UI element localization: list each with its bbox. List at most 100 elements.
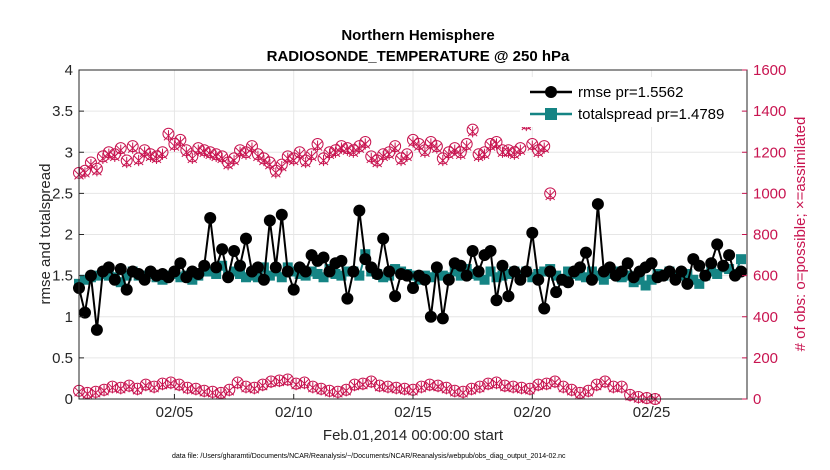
obs-assimilated-point bbox=[374, 381, 385, 393]
obs-assimilated-point bbox=[566, 385, 577, 397]
totalspread-point bbox=[276, 272, 287, 283]
obs-assimilated-point bbox=[169, 140, 180, 152]
rmse-point bbox=[705, 257, 718, 270]
obs-assimilated-point bbox=[441, 383, 452, 395]
obs-assimilated-point bbox=[591, 380, 602, 392]
rmse-point bbox=[675, 265, 688, 278]
obs-assimilated-point bbox=[174, 380, 185, 392]
obs-assimilated-point bbox=[199, 146, 210, 158]
rmse-point bbox=[389, 290, 402, 303]
obs-assimilated-point bbox=[330, 146, 341, 158]
right-tick-label: 0 bbox=[753, 391, 761, 408]
obs-assimilated-point bbox=[391, 383, 402, 395]
totalspread-point bbox=[354, 270, 365, 281]
obs-assimilated-point bbox=[247, 142, 257, 154]
obs-assimilated-point bbox=[157, 148, 168, 160]
obs-assimilated-point bbox=[259, 154, 269, 167]
obs-assimilated-point bbox=[224, 385, 235, 397]
totalspread-point bbox=[497, 270, 508, 281]
rmse-point bbox=[532, 273, 545, 286]
obs-assimilated-point bbox=[163, 130, 174, 142]
rmse-point bbox=[526, 226, 539, 239]
obs-assimilated-point bbox=[509, 148, 520, 160]
right-tick-label: 200 bbox=[753, 350, 778, 367]
obs-assimilated-point bbox=[127, 142, 138, 154]
obs-assimilated-point bbox=[533, 146, 544, 158]
left-tick-label: 0 bbox=[65, 391, 73, 408]
obs-assimilated-point bbox=[491, 377, 502, 390]
rmse-point bbox=[699, 269, 712, 282]
obs-assimilated-point bbox=[235, 146, 245, 158]
legend-rmse-marker bbox=[545, 86, 557, 98]
rmse-point bbox=[591, 198, 604, 211]
y-axis-label-left: rmse and totalspread bbox=[37, 164, 54, 305]
rmse-point bbox=[102, 261, 115, 274]
x-axis-ticks: 02/05 02/10 02/15 02/20 02/25 bbox=[156, 394, 670, 421]
series-rmse bbox=[73, 198, 748, 336]
rmse-point bbox=[436, 312, 449, 325]
rmse-point bbox=[579, 246, 592, 259]
obs-assimilated-point bbox=[420, 146, 430, 158]
legend-totalspread-marker bbox=[545, 108, 557, 120]
obs-assimilated-point bbox=[408, 136, 418, 148]
obs-assimilated-point bbox=[92, 165, 102, 177]
totalspread-point bbox=[115, 277, 126, 288]
obs-assimilated-point bbox=[276, 161, 287, 173]
legend: rmse pr=1.5562 totalspread pr=1.4789 bbox=[520, 77, 741, 127]
totalspread-point bbox=[229, 266, 240, 277]
rmse-point bbox=[508, 265, 521, 278]
obs-assimilated-point bbox=[575, 388, 585, 400]
obs-assimilated-point bbox=[416, 382, 427, 394]
obs-assimilated-point bbox=[253, 150, 263, 162]
obs-assimilated-point bbox=[307, 382, 318, 394]
obs-assimilated-point bbox=[80, 167, 90, 179]
obs-assimilated-point bbox=[491, 138, 502, 150]
obs-assimilated-point bbox=[199, 386, 210, 398]
totalspread-point bbox=[235, 268, 246, 279]
obs-assimilated-point bbox=[399, 384, 410, 396]
rmse-point bbox=[663, 265, 676, 278]
obs-assimilated-point bbox=[616, 382, 627, 394]
series-layer bbox=[73, 117, 748, 405]
obs-assimilated-point bbox=[132, 384, 143, 396]
obs-assimilated-point bbox=[499, 381, 510, 393]
rmse-point bbox=[681, 277, 694, 290]
chart-subtitle: RADIOSONDE_TEMPERATURE @ 250 hPa bbox=[267, 48, 570, 65]
obs-assimilated-point bbox=[140, 380, 151, 392]
obs-assimilated-point bbox=[124, 381, 134, 393]
totalspread-point bbox=[318, 272, 329, 283]
totalspread-point bbox=[217, 260, 228, 271]
series-assimilated bbox=[74, 119, 556, 202]
left-axis-ticks: 0 0.5 1 1.5 2 2.5 3 3.5 4 bbox=[52, 62, 84, 408]
obs-assimilated-point bbox=[545, 189, 556, 202]
obs-assimilated-point bbox=[145, 150, 156, 162]
rmse-point bbox=[335, 254, 348, 267]
left-tick-label: 3 bbox=[65, 144, 73, 161]
right-tick-label: 1200 bbox=[753, 144, 786, 161]
totalspread-point bbox=[121, 270, 132, 281]
left-tick-label: 1.5 bbox=[52, 268, 73, 285]
obs-assimilated-point bbox=[193, 144, 204, 156]
obs-assimilated-point bbox=[332, 387, 343, 399]
obs-assimilated-point bbox=[508, 382, 519, 394]
obs-assimilated-point bbox=[449, 386, 460, 398]
obs-assimilated-point bbox=[299, 377, 310, 390]
obs-assimilated-point bbox=[378, 150, 389, 162]
totalspread-point bbox=[503, 268, 514, 279]
totalspread-point bbox=[330, 268, 341, 279]
rmse-point bbox=[257, 273, 270, 286]
rmse-point bbox=[562, 276, 575, 289]
obs-assimilated-point bbox=[175, 136, 186, 148]
rmse-point bbox=[442, 273, 455, 286]
right-tick-label: 1000 bbox=[753, 185, 786, 202]
obs-assimilated-point bbox=[485, 140, 496, 152]
rmse-point bbox=[574, 261, 586, 274]
obs-assimilated-point bbox=[366, 152, 377, 165]
obs-assimilated-point bbox=[558, 382, 569, 394]
obs-assimilated-point bbox=[115, 144, 126, 156]
obs-assimilated-point bbox=[191, 384, 201, 396]
totalspread-point bbox=[706, 266, 717, 277]
totalspread-point bbox=[211, 268, 222, 279]
rmse-point bbox=[108, 273, 121, 286]
